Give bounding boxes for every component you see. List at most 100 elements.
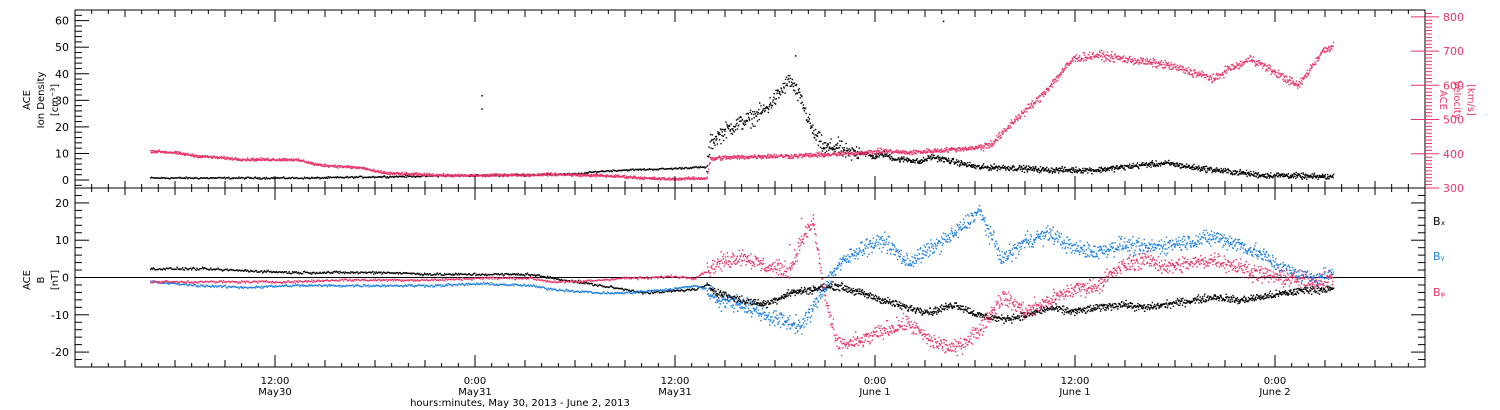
data-point [819,153,822,155]
data-point [599,174,601,177]
data-point [1101,168,1103,170]
data-point [319,178,321,180]
data-point [1053,82,1055,84]
data-point [1245,172,1247,174]
data-point [721,158,723,160]
data-point [1238,64,1240,67]
data-point [993,163,995,165]
data-point [250,157,252,160]
data-point [864,152,866,155]
data-point [837,152,840,154]
data-point [1196,166,1199,169]
data-point [838,154,840,156]
data-point [1074,171,1076,173]
data-point [1108,167,1110,170]
data-point [263,158,265,160]
data-point [1113,61,1115,63]
data-point [245,177,247,180]
data-point [1245,60,1248,62]
data-point [609,176,612,178]
data-point [1285,175,1287,177]
data-point [595,174,597,176]
velocity-tick-label: 700 [1443,45,1464,58]
data-point [585,175,587,177]
data-point [869,154,871,156]
data-point [838,151,840,153]
data-point [1134,57,1136,60]
data-point [779,154,782,157]
data-point [718,139,721,141]
data-point [1042,93,1044,96]
data-point [1237,63,1239,65]
data-point [1202,74,1204,76]
data-point [776,89,779,91]
data-point [292,159,294,162]
data-point [955,148,957,151]
data-point [1248,173,1251,175]
data-point [350,271,352,273]
data-point [310,161,312,163]
data-point [1073,170,1075,172]
data-point [1321,51,1323,54]
data-point [504,173,506,175]
data-point [617,176,619,178]
data-point [289,159,291,162]
data-point [1027,103,1030,105]
data-point [1036,97,1038,99]
data-point [1308,72,1310,74]
data-point [718,133,720,136]
data-point [349,272,351,275]
data-point [736,158,739,160]
data-point [1147,164,1149,166]
data-point [1153,163,1155,165]
data-point [691,178,693,180]
data-point [751,156,753,159]
data-point [624,169,626,171]
data-point [932,150,935,153]
data-point [1291,82,1294,84]
data-point [1153,165,1155,168]
data-point [869,149,871,152]
data-point [398,173,400,176]
data-point [1294,82,1296,85]
data-point [347,165,349,167]
data-point [819,151,821,153]
data-point [829,146,831,148]
data-point [1095,56,1098,58]
data-point [756,111,758,113]
data-point [691,167,693,169]
data-point [1331,48,1333,50]
data-point [1079,169,1082,171]
data-point [1185,69,1187,71]
data-point [1160,63,1162,66]
data-point [179,177,181,179]
data-point [627,169,630,171]
data-point [491,174,493,176]
data-point [1102,53,1104,56]
data-point [748,156,751,158]
data-point [463,174,465,176]
data-point [600,175,602,177]
data-point [722,128,724,131]
data-point [370,176,372,178]
data-point [297,158,300,160]
data-point [722,155,724,157]
data-point [1094,169,1097,171]
data-point [1078,56,1080,58]
data-point [826,146,829,148]
data-point [647,168,649,171]
data-point [839,152,841,154]
data-point [700,178,702,180]
data-point [736,128,739,130]
data-point [1087,57,1089,59]
data-point [1022,167,1024,170]
data-point [617,175,619,177]
data-point [626,177,628,179]
data-point [1254,65,1256,67]
data-point [170,177,173,179]
data-point [1266,177,1268,179]
data-point [488,175,490,178]
data-point [232,269,235,272]
data-point [339,166,342,168]
data-point [660,178,663,180]
